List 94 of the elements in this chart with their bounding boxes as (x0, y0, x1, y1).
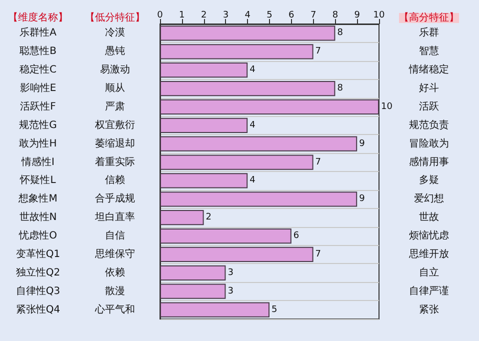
x2-tick-label: 5 (266, 10, 272, 20)
data-label: 4 (250, 65, 256, 76)
text: 思维开放 (408, 248, 449, 260)
text: 心平气和 (94, 303, 135, 316)
data-label: 8 (337, 84, 344, 94)
y-tick-label: 规范性G (19, 118, 57, 131)
y-tick-label: 怀疑性L (19, 174, 56, 186)
data-label: 7 (315, 157, 322, 168)
data-label: 10 (381, 102, 393, 112)
bar (160, 26, 336, 41)
text: 思维保守 (94, 248, 135, 260)
data-label: 7 (315, 46, 322, 57)
data-label: 8 (337, 28, 344, 38)
x2-tick-label: 2 (200, 10, 207, 20)
data-label: 4 (250, 176, 256, 186)
bar (160, 118, 248, 133)
text: 智慧 (419, 45, 439, 58)
text: 情绪稳定 (408, 64, 449, 76)
text: 紧张 (419, 303, 439, 316)
y-tick-label: 活跃性F (20, 100, 56, 112)
text: 规范负责 (409, 118, 449, 131)
bar (160, 62, 248, 78)
bar (160, 44, 314, 60)
y-tick-label: 乐群性A (20, 26, 57, 39)
bar (160, 284, 226, 299)
text: 坦白直率 (94, 211, 135, 224)
bar (160, 80, 336, 96)
x2-tick-label: 8 (332, 10, 338, 20)
bar (160, 265, 226, 280)
y-tick-label: 情感性I (20, 156, 54, 168)
bar (160, 192, 358, 207)
bar (160, 228, 292, 244)
x2-tick-label: 10 (373, 10, 385, 20)
x2-tick-label: 9 (354, 10, 360, 20)
bar (160, 210, 204, 226)
text: 严肃 (105, 100, 125, 112)
data-label: 5 (272, 304, 278, 315)
y-tick-label: 独立性Q2 (16, 266, 60, 278)
y-tick-label: 聪慧性B (20, 45, 57, 58)
data-label: 9 (359, 138, 366, 149)
x2-tick-label: 0 (157, 10, 164, 20)
bar (160, 136, 358, 152)
bar (160, 154, 314, 170)
bar (160, 99, 379, 115)
data-label: 3 (228, 268, 234, 278)
text: 易激动 (100, 64, 130, 76)
x2-tick-label: 7 (310, 10, 316, 20)
y-tick-label: 敢为性H (19, 137, 57, 150)
text: 萎缩退却 (95, 137, 135, 150)
text: 世故 (419, 211, 439, 224)
text: 合乎成规 (95, 192, 135, 205)
text: 自立 (419, 266, 439, 278)
bar (160, 246, 314, 262)
text: 散漫 (105, 284, 125, 297)
bar (160, 173, 248, 188)
data-label: 2 (206, 212, 212, 223)
data-label: 6 (293, 231, 300, 242)
x2-tick-label: 4 (244, 10, 251, 20)
text: 愚钝 (104, 45, 125, 58)
text: 烦恼忧虑 (409, 230, 449, 242)
y-tick-label: 变革性Q1 (16, 248, 60, 260)
y-tick-label: 想象性M (18, 192, 58, 205)
data-label: 7 (315, 249, 322, 260)
data-label: 9 (359, 194, 366, 204)
text: 依赖 (105, 266, 125, 278)
text: 活跃 (419, 100, 439, 112)
x2-tick-label: 6 (288, 10, 295, 20)
y2-axis-title: 【高分特征】 (399, 12, 459, 24)
data-label: 4 (250, 120, 256, 130)
text: 乐群 (419, 26, 439, 39)
x2-tick-label: 1 (179, 10, 185, 20)
text: 权宜敷衍 (94, 118, 135, 131)
text: 自信 (105, 230, 125, 242)
text: 信赖 (105, 174, 125, 186)
text: 冷漠 (105, 26, 125, 39)
text: 多疑 (419, 174, 439, 186)
y-tick-label: 稳定性C (20, 64, 57, 76)
y-tick-label: 自律性Q3 (16, 284, 60, 297)
y-tick-label: 忧虑性O (18, 230, 58, 242)
bar (160, 302, 270, 318)
text: 自律严谨 (409, 284, 449, 297)
text: 爱幻想 (414, 192, 444, 205)
text: 冒险敢为 (409, 137, 449, 150)
text: 【低分特征】 (85, 12, 145, 24)
x2-tick-label: 3 (222, 10, 229, 20)
text: 顺从 (105, 82, 125, 94)
y-tick-label: 影响性E (20, 82, 56, 94)
y-tick-label: 世故性N (19, 211, 57, 224)
data-label: 3 (228, 286, 234, 296)
text: 着重实际 (95, 156, 135, 168)
y-tick-label: 紧张性Q4 (16, 303, 60, 316)
y-axis-title: 【维度名称】 (8, 12, 68, 24)
text: 感情用事 (409, 156, 449, 168)
text: 好斗 (419, 82, 439, 94)
